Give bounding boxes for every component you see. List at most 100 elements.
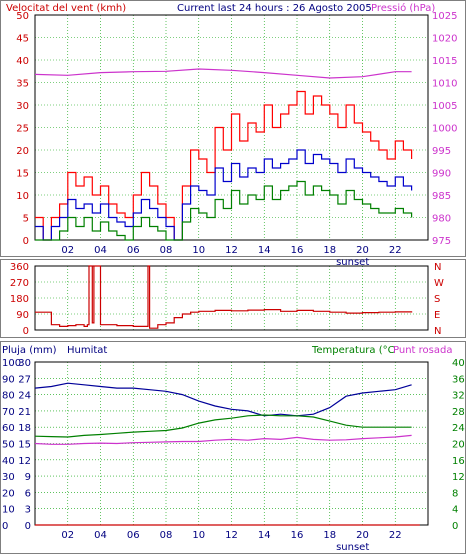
series-pressure-line (34, 68, 412, 79)
pressure-y-tick-label: 995 (432, 146, 451, 157)
rain-y-tick-label: 80 (2, 391, 15, 402)
rain-y-tick-label: 10 (2, 505, 15, 516)
rain-y-tick-label: 40 (2, 456, 15, 467)
pressure-y-tick-label: 1020 (432, 34, 457, 45)
rain-y-tick-label: 50 (2, 440, 15, 451)
direction-y-tick-label: 90 (16, 310, 29, 321)
series-humidity-line (34, 382, 412, 417)
direction-panel-frame (0, 259, 466, 338)
direction-compass-label: N (434, 262, 441, 273)
humidity-y-tick-label: 18 (18, 423, 31, 434)
climate-x-tick-label: 14 (258, 530, 271, 541)
climate-x-tick-label: 06 (127, 530, 140, 541)
series-direction-line (35, 265, 413, 329)
series-gust-line (35, 90, 413, 241)
wind-y-tick-label: 10 (16, 191, 29, 202)
pressure-y-tick-label: 980 (432, 214, 451, 225)
wind-x-tick-label: 18 (323, 245, 336, 256)
humidity-y-tick-label: 12 (18, 456, 31, 467)
climate-x-tick-label: 12 (225, 530, 238, 541)
wind-y-tick-label: 5 (23, 214, 29, 225)
wind-x-tick-label: 16 (291, 245, 304, 256)
humidity-y-tick-label: 27 (18, 374, 31, 385)
climate-x-tick-label: 04 (94, 530, 107, 541)
direction-compass-label: E (434, 310, 440, 321)
wind-speed-title: Velocitat del vent (kmh) (6, 3, 126, 14)
temperature-y-tick-label: 0 (452, 521, 458, 532)
pressure-y-tick-label: 1025 (432, 11, 457, 22)
pressure-y-tick-label: 990 (432, 169, 451, 180)
rain-y-tick-label: 30 (2, 472, 15, 483)
temperature-y-tick-label: 16 (452, 456, 465, 467)
direction-y-tick-label: 360 (10, 262, 29, 273)
wind-y-tick-label: 45 (16, 34, 29, 45)
humidity-y-tick-label: 9 (25, 472, 31, 483)
rain-y-tick-label: 60 (2, 423, 15, 434)
wind-x-tick-label: 20 (356, 245, 369, 256)
pressure-y-tick-label: 975 (432, 236, 451, 247)
direction-y-tick-label: 270 (10, 278, 29, 289)
pressure-y-tick-label: 1010 (432, 79, 457, 90)
wind-y-tick-label: 0 (23, 236, 29, 247)
chart-date-title: Current last 24 hours : 26 Agosto 2005 (177, 3, 372, 14)
climate-x-tick-label: 20 (356, 530, 369, 541)
temperature-title: Temperatura (°C (311, 345, 395, 356)
wind-x-tick-label: 12 (225, 245, 238, 256)
climate-x-tick-label: 10 (192, 530, 205, 541)
humidity-title: Humitat (67, 345, 107, 356)
temperature-y-tick-label: 4 (452, 505, 458, 516)
series-dew-line (34, 434, 412, 445)
series-temp-line (34, 414, 412, 438)
humidity-y-tick-label: 24 (18, 391, 31, 402)
climate-x-tick-label: 18 (323, 530, 336, 541)
rain-y-tick-label: 0 (2, 521, 8, 532)
temperature-y-tick-label: 32 (452, 391, 465, 402)
wind-y-tick-label: 25 (16, 124, 29, 135)
rain-y-tick-label: 70 (2, 407, 15, 418)
humidity-y-tick-label: 0 (25, 521, 31, 532)
climate-x-tick-label: 22 (389, 530, 402, 541)
direction-y-tick-label: 0 (23, 326, 29, 337)
direction-compass-label: S (434, 294, 440, 305)
climate-x-tick-label: 02 (61, 530, 74, 541)
pressure-y-tick-label: 1000 (432, 124, 457, 135)
temperature-y-tick-label: 28 (452, 407, 465, 418)
rain-y-tick-label: 90 (2, 374, 15, 385)
temperature-y-tick-label: 12 (452, 472, 465, 483)
dew-point-title: Punt rosada (393, 345, 452, 356)
direction-compass-label: N (434, 326, 441, 337)
series-low-line (35, 180, 413, 241)
direction-plot-frame (34, 265, 429, 331)
humidity-y-tick-label: 21 (18, 407, 31, 418)
series-avg-line (35, 149, 413, 241)
humidity-y-tick-label: 3 (25, 505, 31, 516)
wind-x-tick-label: 02 (61, 245, 74, 256)
climate-x-tick-label: 16 (291, 530, 304, 541)
wind-x-tick-label: 06 (127, 245, 140, 256)
temperature-y-tick-label: 24 (452, 423, 465, 434)
wind-x-tick-label: 10 (192, 245, 205, 256)
wind-sunset-label: sunset (336, 257, 369, 268)
climate-sunset-label: sunset (336, 542, 369, 553)
wind-y-tick-label: 35 (16, 79, 29, 90)
bottom-panel-frame (0, 341, 466, 554)
humidity-y-tick-label: 30 (18, 358, 31, 369)
temperature-y-tick-label: 36 (452, 374, 465, 385)
pressure-y-tick-label: 1005 (432, 101, 457, 112)
wind-y-tick-label: 30 (16, 101, 29, 112)
top-panel-frame (0, 0, 466, 257)
wind-y-tick-label: 40 (16, 56, 29, 67)
direction-y-tick-label: 180 (10, 294, 29, 305)
pressure-y-tick-label: 1015 (432, 56, 457, 67)
wind-x-tick-label: 14 (258, 245, 271, 256)
temperature-y-tick-label: 8 (452, 488, 458, 499)
wind-x-tick-label: 08 (160, 245, 173, 256)
wind-y-tick-label: 50 (16, 11, 29, 22)
wind-y-tick-label: 15 (16, 169, 29, 180)
wind-x-tick-label: 22 (389, 245, 402, 256)
direction-compass-label: W (434, 278, 444, 289)
pressure-title: Pressió (hPa) (371, 2, 435, 14)
rain-y-tick-label: 100 (2, 358, 21, 369)
